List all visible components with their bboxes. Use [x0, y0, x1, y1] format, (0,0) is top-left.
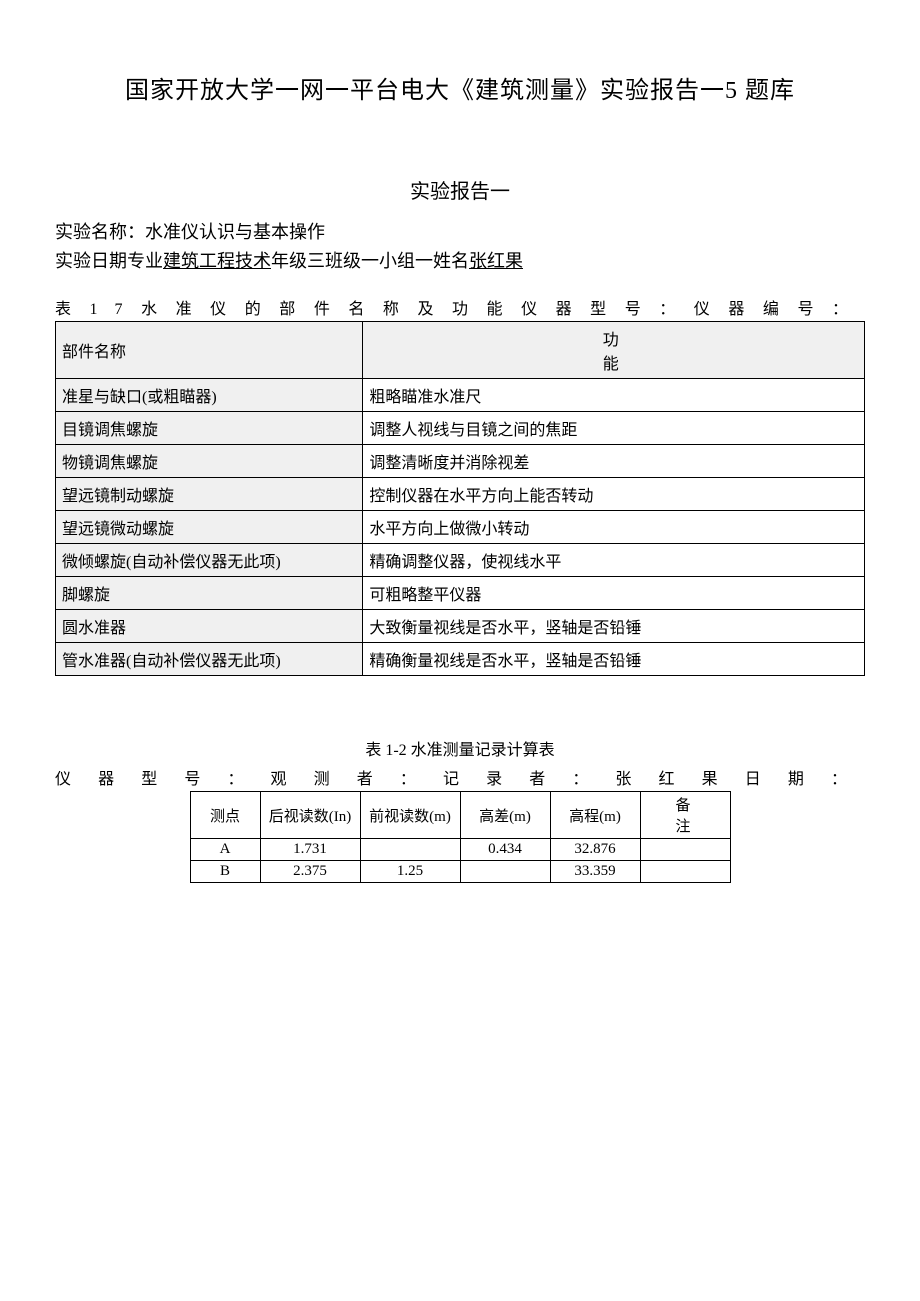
student-name: 张红果 — [469, 251, 523, 271]
heightdiff-cell — [460, 861, 550, 883]
table-row: 物镜调焦螺旋 调整清晰度并消除视差 — [56, 445, 865, 478]
table1-caption: 表17水准仪的部件名称及功能仪器型号：仪器编号： — [55, 295, 865, 319]
experiment-name-line: 实验名称：水准仪认识与基本操作 — [55, 219, 865, 246]
part-name-cell: 微倾螺旋(自动补偿仪器无此项) — [56, 544, 363, 577]
part-name-cell: 目镜调焦螺旋 — [56, 412, 363, 445]
remark-cell — [640, 861, 730, 883]
col-remark: 备注 — [640, 792, 730, 839]
part-name-cell: 物镜调焦螺旋 — [56, 445, 363, 478]
function-cell: 粗略瞄准水准尺 — [363, 379, 865, 412]
exp-info-prefix: 实验日期专业 — [55, 251, 163, 271]
part-name-cell: 圆水准器 — [56, 610, 363, 643]
function-cell: 调整清晰度并消除视差 — [363, 445, 865, 478]
part-name-cell: 管水准器(自动补偿仪器无此项) — [56, 643, 363, 676]
backsight-cell: 2.375 — [260, 861, 360, 883]
table2-title: 表 1-2 水准测量记录计算表 — [55, 736, 865, 760]
foresight-cell: 1.25 — [360, 861, 460, 883]
function-cell: 调整人视线与目镜之间的焦距 — [363, 412, 865, 445]
table-row: 望远镜微动螺旋 水平方向上做微小转动 — [56, 511, 865, 544]
table-row: 管水准器(自动补偿仪器无此项) 精确衡量视线是否水平，竖轴是否铅锤 — [56, 643, 865, 676]
remark-cell — [640, 839, 730, 861]
parts-function-table: 部件名称 功能 准星与缺口(或粗瞄器) 粗略瞄准水准尺 目镜调焦螺旋 调整人视线… — [55, 321, 865, 676]
table-row: 脚螺旋 可粗略整平仪器 — [56, 577, 865, 610]
table-row: 目镜调焦螺旋 调整人视线与目镜之间的焦距 — [56, 412, 865, 445]
col-part-name: 部件名称 — [56, 322, 363, 379]
point-cell: A — [190, 839, 260, 861]
function-cell: 精确衡量视线是否水平，竖轴是否铅锤 — [363, 643, 865, 676]
table-row: 准星与缺口(或粗瞄器) 粗略瞄准水准尺 — [56, 379, 865, 412]
function-cell: 控制仪器在水平方向上能否转动 — [363, 478, 865, 511]
major-value: 建筑工程技术 — [163, 251, 271, 271]
exp-name-label: 实验名称： — [55, 222, 145, 242]
table-row: 望远镜制动螺旋 控制仪器在水平方向上能否转动 — [56, 478, 865, 511]
part-name-cell: 望远镜制动螺旋 — [56, 478, 363, 511]
table2-caption: 仪器型号：观测者：记录者：张红果日期： — [55, 765, 865, 789]
experiment-info-line: 实验日期专业建筑工程技术年级三班级一小组一姓名张红果 — [55, 248, 865, 275]
col-elevation: 高程(m) — [550, 792, 640, 839]
table-row: 圆水准器 大致衡量视线是否水平，竖轴是否铅锤 — [56, 610, 865, 643]
table-row: B 2.375 1.25 33.359 — [190, 861, 730, 883]
elevation-cell: 32.876 — [550, 839, 640, 861]
main-title: 国家开放大学一网一平台电大《建筑测量》实验报告一5 题库 — [55, 70, 865, 105]
function-cell: 精确调整仪器，使视线水平 — [363, 544, 865, 577]
function-cell: 可粗略整平仪器 — [363, 577, 865, 610]
table-header-row: 部件名称 功能 — [56, 322, 865, 379]
table-row: 微倾螺旋(自动补偿仪器无此项) 精确调整仪器，使视线水平 — [56, 544, 865, 577]
part-name-cell: 脚螺旋 — [56, 577, 363, 610]
col-function: 功能 — [363, 322, 865, 379]
point-cell: B — [190, 861, 260, 883]
report-heading: 实验报告一 — [55, 175, 865, 204]
part-name-cell: 准星与缺口(或粗瞄器) — [56, 379, 363, 412]
function-cell: 大致衡量视线是否水平，竖轴是否铅锤 — [363, 610, 865, 643]
table-header-row: 测点 后视读数(In) 前视读数(m) 高差(m) 高程(m) 备注 — [190, 792, 730, 839]
backsight-cell: 1.731 — [260, 839, 360, 861]
grade-text: 年级三班级一小组一姓名 — [271, 251, 469, 271]
elevation-cell: 33.359 — [550, 861, 640, 883]
col-heightdiff: 高差(m) — [460, 792, 550, 839]
table-row: A 1.731 0.434 32.876 — [190, 839, 730, 861]
foresight-cell — [360, 839, 460, 861]
function-cell: 水平方向上做微小转动 — [363, 511, 865, 544]
heightdiff-cell: 0.434 — [460, 839, 550, 861]
col-point: 测点 — [190, 792, 260, 839]
part-name-cell: 望远镜微动螺旋 — [56, 511, 363, 544]
col-backsight: 后视读数(In) — [260, 792, 360, 839]
col-foresight: 前视读数(m) — [360, 792, 460, 839]
leveling-record-table: 测点 后视读数(In) 前视读数(m) 高差(m) 高程(m) 备注 A 1.7… — [190, 791, 731, 883]
exp-name-value: 水准仪认识与基本操作 — [145, 222, 325, 242]
